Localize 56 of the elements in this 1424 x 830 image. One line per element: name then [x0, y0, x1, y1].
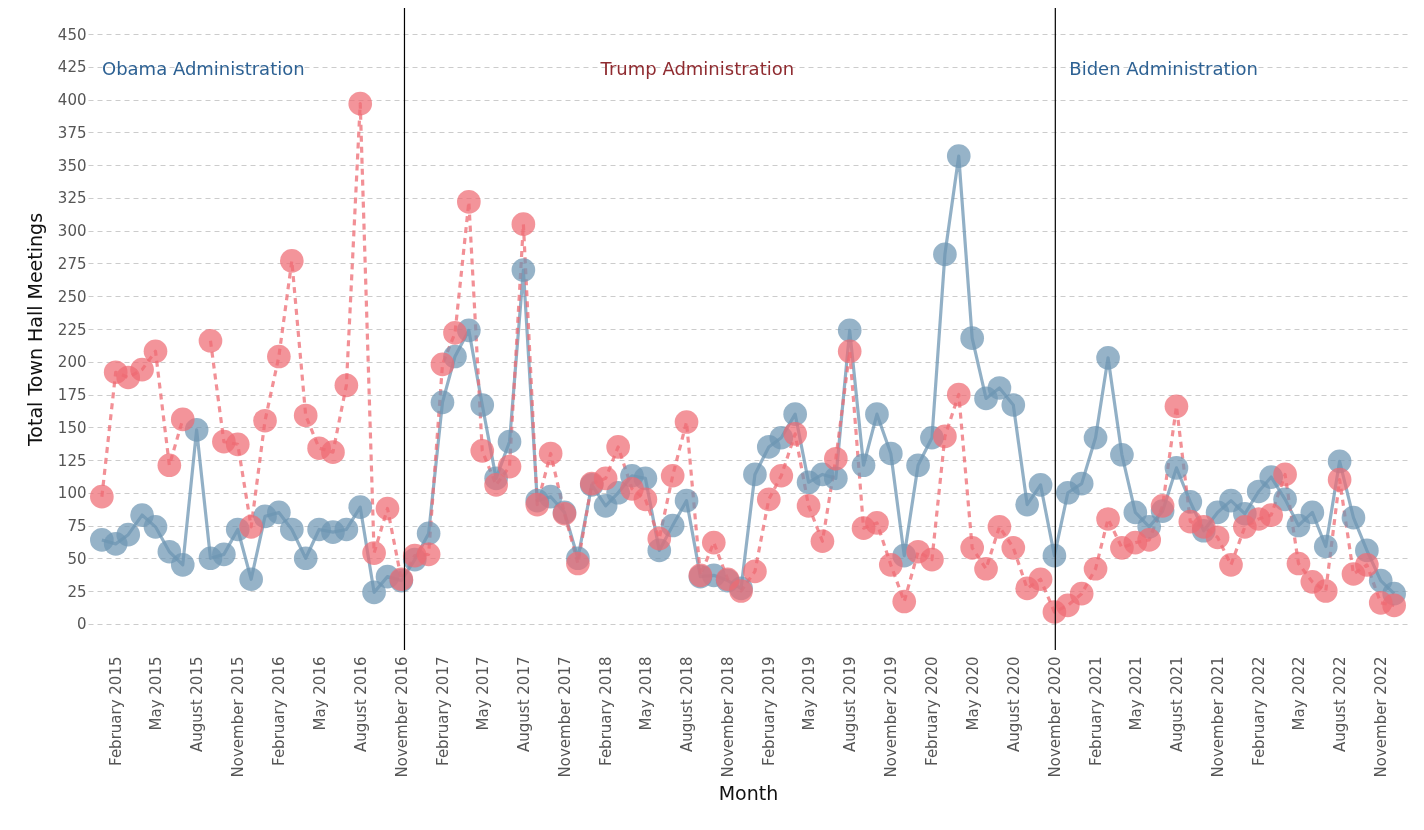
- y-tick-label: 75: [67, 517, 87, 536]
- x-tick-label: November 2018: [719, 656, 738, 778]
- y-tick-label: 275: [57, 254, 87, 273]
- x-tick-label: February 2020: [923, 656, 942, 766]
- y-tick-label: 175: [57, 386, 87, 405]
- x-tick-label: August 2020: [1004, 656, 1023, 752]
- x-tick-label: May 2021: [1126, 656, 1145, 731]
- x-tick-label: February 2015: [107, 656, 126, 766]
- y-tick-label: 200: [57, 353, 87, 372]
- x-tick-label: May 2016: [310, 656, 329, 731]
- x-tick-label: May 2020: [963, 656, 982, 731]
- annotation: Trump Administration: [599, 58, 795, 79]
- y-tick-label: 0: [76, 615, 87, 634]
- y-tick-label: 125: [57, 451, 87, 470]
- x-tick-label: August 2016: [351, 656, 370, 752]
- x-tick-label: November 2017: [556, 656, 575, 778]
- x-tick-label: August 2021: [1167, 656, 1186, 752]
- y-tick-label: 150: [57, 418, 87, 437]
- x-tick-label: November 2021: [1209, 656, 1228, 778]
- x-tick-label: May 2015: [147, 656, 165, 731]
- y-axis-title: Total Town Hall Meetings: [23, 212, 46, 448]
- x-tick-label: August 2018: [678, 656, 697, 752]
- x-tick-label: February 2016: [270, 656, 289, 766]
- y-tick-label: 375: [57, 123, 87, 142]
- x-tick-label: May 2018: [636, 656, 655, 731]
- x-tick-label: November 2022: [1372, 656, 1391, 778]
- y-tick-label: 425: [57, 58, 87, 77]
- y-tick-label: 300: [57, 222, 87, 241]
- x-tick-label: August 2022: [1331, 656, 1350, 752]
- annotation: Obama Administration: [102, 58, 305, 79]
- x-tick-label: November 2020: [1045, 656, 1064, 778]
- x-tick-label: May 2017: [473, 656, 492, 731]
- x-tick-label: November 2016: [392, 656, 411, 778]
- y-tick-label: 50: [67, 549, 87, 568]
- y-tick-label: 450: [57, 25, 87, 44]
- x-tick-label: May 2022: [1289, 656, 1308, 731]
- x-tick-label: February 2019: [760, 656, 779, 766]
- x-tick-label: May 2019: [800, 656, 819, 731]
- y-tick-label: 25: [67, 582, 87, 601]
- y-tick-label: 100: [57, 484, 87, 503]
- x-axis-title: Month: [718, 782, 779, 805]
- x-tick-label: February 2017: [433, 656, 452, 766]
- y-tick-label: 400: [57, 91, 87, 110]
- annotation: Biden Administration: [1069, 58, 1259, 79]
- x-tick-label: February 2022: [1250, 656, 1269, 766]
- x-tick-label: February 2018: [597, 656, 616, 766]
- x-tick-label: November 2019: [882, 656, 901, 778]
- y-tick-label: 325: [57, 189, 87, 208]
- x-tick-label: August 2019: [841, 656, 860, 752]
- x-tick-label: February 2021: [1087, 656, 1106, 766]
- x-tick-label: August 2015: [188, 656, 207, 752]
- x-tick-label: November 2015: [229, 656, 248, 778]
- y-tick-label: 350: [57, 156, 87, 175]
- y-tick-label: 225: [57, 320, 87, 339]
- x-tick-label: August 2017: [514, 656, 533, 752]
- y-tick-label: 250: [57, 287, 87, 306]
